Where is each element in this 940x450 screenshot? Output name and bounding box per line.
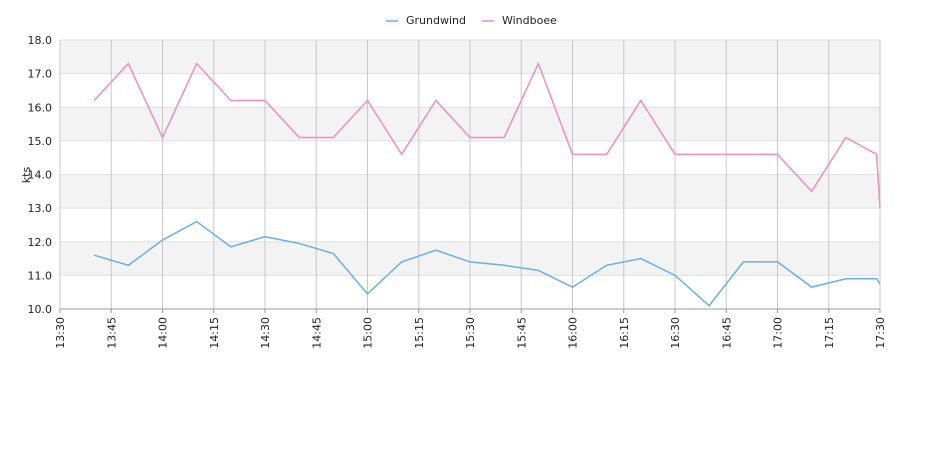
x-tick-label: 17:15 bbox=[823, 317, 836, 349]
x-tick-label: 17:00 bbox=[772, 317, 785, 349]
y-tick-label: 17.0 bbox=[28, 68, 53, 81]
x-tick-label: 14:30 bbox=[259, 317, 272, 349]
y-tick-label: 13.0 bbox=[28, 202, 53, 215]
x-tick-label: 14:00 bbox=[157, 317, 170, 349]
y-tick-label: 16.0 bbox=[28, 101, 53, 114]
y-tick-label: 10.0 bbox=[28, 303, 53, 316]
x-tick-label: 16:30 bbox=[669, 317, 682, 349]
x-tick-label: 17:30 bbox=[874, 317, 887, 349]
y-axis-label: kts bbox=[20, 167, 33, 184]
x-tick-label: 15:30 bbox=[464, 317, 477, 349]
x-tick-label: 13:45 bbox=[105, 317, 118, 349]
x-tick-label: 14:45 bbox=[310, 317, 323, 349]
series-line bbox=[93, 61, 881, 209]
y-tick-label: 12.0 bbox=[28, 236, 53, 249]
legend-label: Windboee bbox=[502, 14, 557, 27]
y-tick-label: 11.0 bbox=[28, 269, 53, 282]
y-tick-label: 14.0 bbox=[28, 169, 53, 182]
x-tick-label: 15:15 bbox=[413, 317, 426, 349]
legend-label: Grundwind bbox=[406, 14, 466, 27]
x-tick-label: 16:45 bbox=[720, 317, 733, 349]
series-line bbox=[93, 220, 881, 307]
y-tick-label: 18.0 bbox=[28, 34, 53, 47]
x-tick-label: 16:00 bbox=[567, 317, 580, 349]
x-tick-label: 16:15 bbox=[618, 317, 631, 349]
x-tick-label: 15:00 bbox=[362, 317, 375, 349]
x-tick-label: 13:30 bbox=[54, 317, 67, 349]
y-tick-label: 15.0 bbox=[28, 135, 53, 148]
x-tick-label: 15:45 bbox=[515, 317, 528, 349]
x-tick-label: 14:15 bbox=[208, 317, 221, 349]
